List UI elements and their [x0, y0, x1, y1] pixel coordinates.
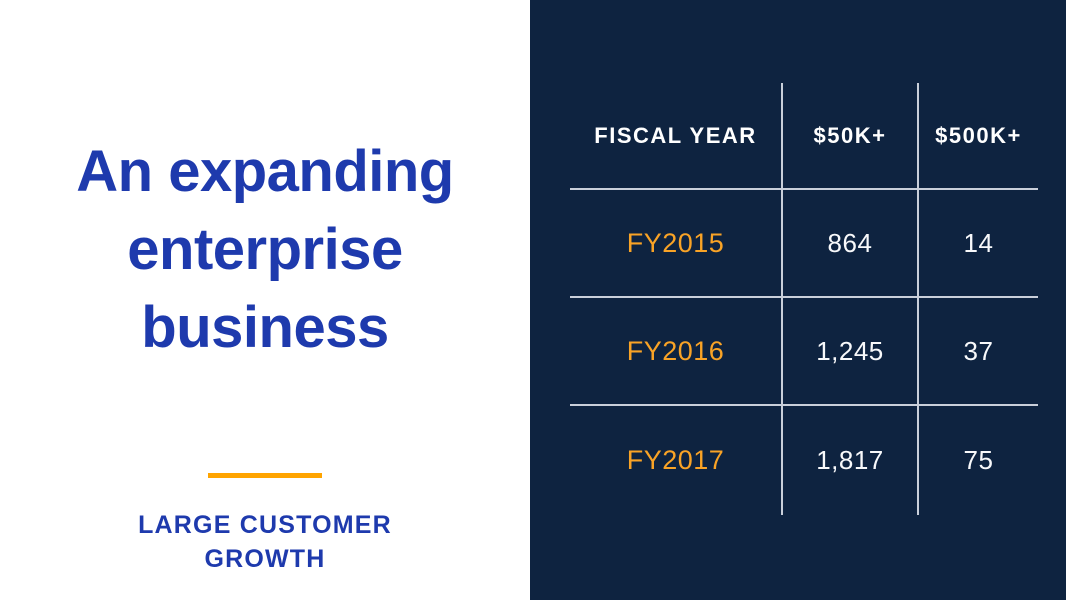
row-label: FY2017 [626, 445, 725, 475]
table-cell: 1,817 [781, 406, 917, 515]
row-label: FY2015 [570, 190, 781, 298]
table-cell: 75 [917, 406, 1038, 515]
table-header-500k: $500K+ [917, 83, 1038, 190]
title-line: enterprise [127, 217, 403, 282]
table-cell: 14 [917, 190, 1038, 298]
row-label: FY2016 [570, 298, 781, 406]
table-cell: 864 [781, 190, 917, 298]
data-table: FISCAL YEAR $50K+ $500K+ FY2015 864 14 F… [570, 83, 1038, 515]
right-panel: FISCAL YEAR $50K+ $500K+ FY2015 864 14 F… [530, 0, 1066, 600]
table-cell: 37 [917, 298, 1038, 406]
title-line: business [141, 295, 389, 360]
title-line: An expanding [76, 139, 454, 204]
table-header-fiscal-year: FISCAL YEAR [570, 83, 781, 190]
table-header-50k: $50K+ [781, 83, 917, 190]
accent-divider [208, 473, 322, 478]
slide-subtitle: LARGE CUSTOMER GROWTH [0, 508, 530, 576]
table-cell: 1,245 [781, 298, 917, 406]
subtitle-line: GROWTH [204, 545, 326, 573]
slide-title: An expanding enterprise business [0, 133, 530, 367]
left-panel: An expanding enterprise business LARGE C… [0, 0, 530, 600]
subtitle-line: LARGE CUSTOMER [138, 511, 392, 539]
